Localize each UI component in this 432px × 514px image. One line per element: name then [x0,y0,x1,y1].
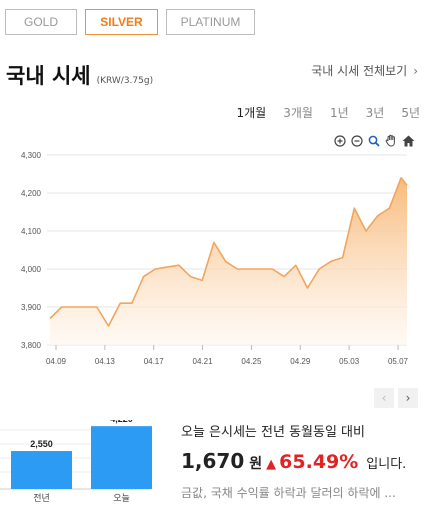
summary-tail: 입니다. [366,457,407,472]
x-tick-label: 04.21 [193,357,214,366]
page-title-group: 국내 시세 (KRW/3.75g) [6,60,153,90]
bar-0 [11,451,72,489]
x-tick-label: 04.25 [241,357,262,366]
bar-value-label: 2,550 [30,439,53,449]
period-1y[interactable]: 1년 [329,106,349,120]
magnify-icon[interactable] [368,135,380,147]
y-tick-label: 3,900 [21,303,42,312]
y-tick-label: 4,100 [21,227,42,236]
diff-percent: 65.49% [279,451,359,473]
price-area-fill [50,177,407,345]
x-tick-label: 04.29 [290,357,311,366]
comparison-bar-chart: 2,550 전년 4,220 오늘 [0,420,152,504]
price-line [49,177,408,327]
summary-values: 1,670 원 ▲ 65.49% 입니다. [181,449,421,473]
bar-1 [91,426,152,489]
prev-button[interactable]: ‹ [374,388,394,408]
view-all-label: 국내 시세 전체보기 [311,64,408,78]
unit-label: (KRW/3.75g) [96,76,154,86]
currency-label: 원 [249,456,263,472]
news-snippet-link[interactable]: 금값, 국채 수익률 하락과 달러의 하락에 ... [181,486,396,500]
chart-pager: ‹ › [370,388,418,408]
metal-tabs: GOLD SILVER PLATINUM [5,9,263,35]
view-all-link[interactable]: 국내 시세 전체보기 › [311,62,418,79]
bar-category-label: 오늘 [113,493,130,504]
summary-headline: 오늘 은시세는 전년 동월동일 대비 [181,425,365,440]
page-title: 국내 시세 [6,64,91,88]
x-tick-label: 04.13 [95,357,116,366]
y-tick-label: 4,200 [21,189,42,198]
zoom-out-icon[interactable] [351,134,363,147]
period-1m[interactable]: 1개월 [236,106,267,120]
y-tick-label: 4,000 [21,265,42,274]
up-arrow-icon: ▲ [266,457,277,472]
y-tick-label: 4,300 [21,151,42,160]
bar-category-label: 전년 [33,493,50,504]
chevron-right-icon: › [413,63,418,78]
period-selector: 1개월 3개월 1년 3년 5년 [220,104,421,121]
chart-toolbar [329,134,415,147]
x-tick-label: 05.07 [388,357,409,366]
tab-gold[interactable]: GOLD [5,9,77,35]
tab-silver[interactable]: SILVER [85,9,158,35]
y-tick-label: 3,800 [21,341,42,350]
period-5y[interactable]: 5년 [401,106,420,120]
period-3y[interactable]: 3년 [365,106,385,120]
zoom-in-icon[interactable] [334,134,346,147]
x-tick-label: 04.17 [144,357,165,366]
diff-amount: 1,670 [181,449,245,473]
price-area-chart: 3,800 3,900 4,000 4,100 4,200 4,300 04.09 04.13… [21,151,409,366]
x-tick-label: 04.09 [46,357,67,366]
summary-panel: 오늘 은시세는 전년 동월동일 대비 1,670 원 ▲ 65.49% 입니다.… [181,421,421,501]
next-button[interactable]: › [398,388,418,408]
period-3m[interactable]: 3개월 [283,106,313,120]
x-tick-label: 05.03 [339,357,360,366]
pan-hand-icon[interactable] [385,134,397,147]
home-icon[interactable] [402,135,415,147]
tab-platinum[interactable]: PLATINUM [166,9,255,35]
bar-value-label: 4,220 [110,420,133,424]
